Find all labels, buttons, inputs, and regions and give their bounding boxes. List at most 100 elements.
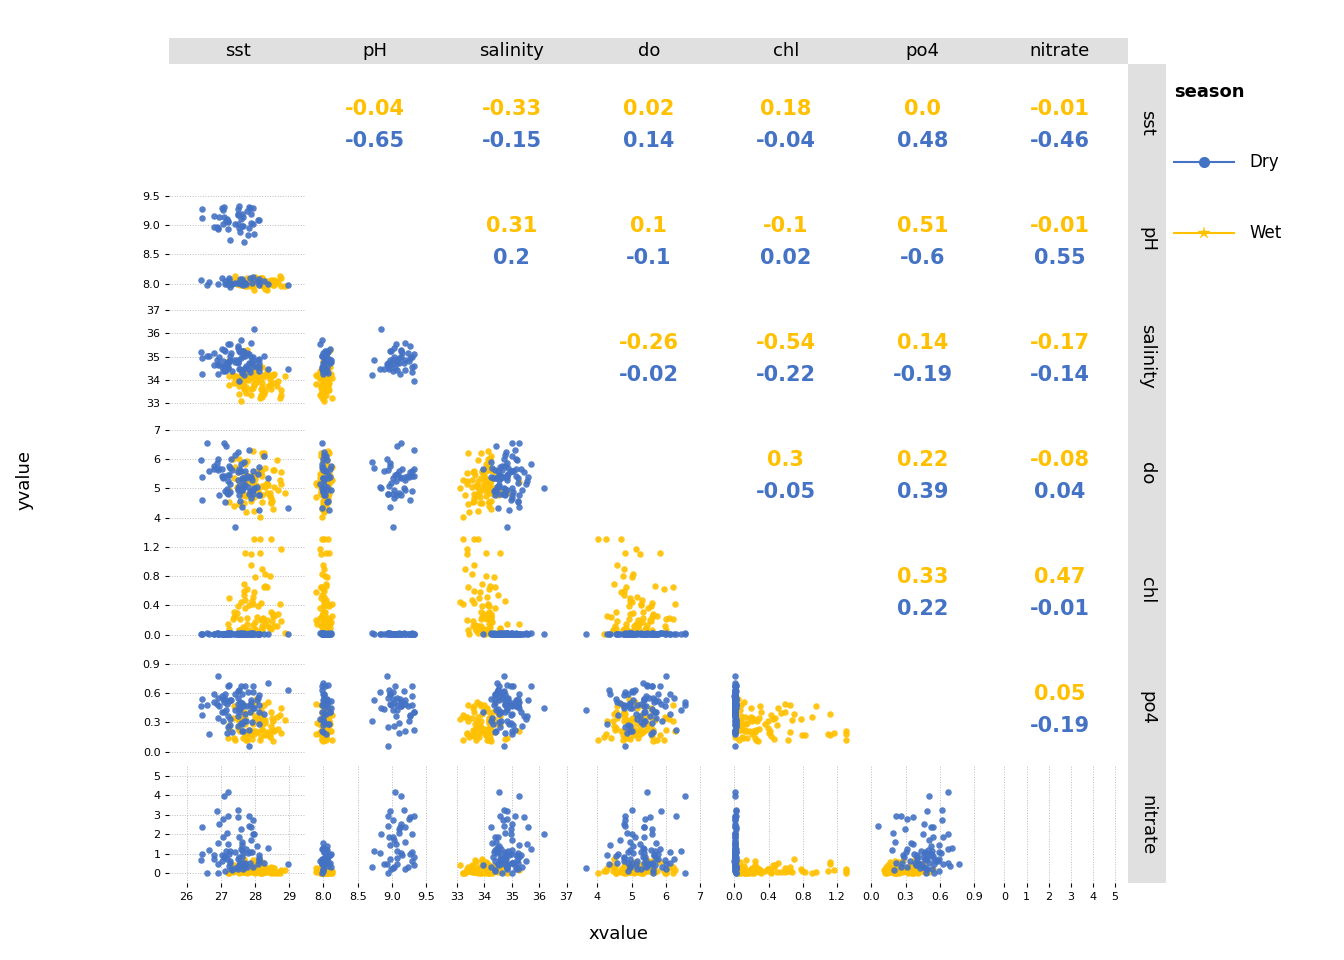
Point [313,865,335,880]
Point [480,713,501,729]
Point [454,561,476,576]
Point [220,626,242,641]
Point [629,864,650,879]
Point [624,721,645,736]
Point [734,858,755,874]
Point [599,837,621,852]
Point [218,720,239,735]
Point [480,626,501,641]
Point [227,690,249,706]
Point [312,462,333,477]
Point [511,626,532,641]
Point [481,709,503,725]
Point [310,502,332,517]
Point [911,864,933,879]
Point [466,487,488,502]
Point [231,834,253,850]
Point [724,713,746,729]
Point [263,375,285,391]
Point [313,493,335,509]
Point [724,852,746,868]
Point [219,692,241,708]
Point [645,709,667,725]
Point [216,725,238,740]
Point [219,843,241,858]
Point [243,480,265,495]
Point [906,864,927,879]
Point [496,700,517,715]
Point [777,864,798,879]
Point [626,861,648,876]
Point [500,464,521,479]
Point [388,822,410,837]
Point [905,857,926,873]
Point [724,844,746,859]
Text: 0.47: 0.47 [1034,566,1086,587]
Point [478,720,500,735]
Point [218,719,239,734]
Point [476,476,497,492]
Point [243,827,265,842]
Point [313,354,335,370]
Point [575,626,597,641]
Point [258,276,280,292]
Point [379,852,401,867]
Point [618,844,640,859]
Point [247,724,269,739]
Point [724,855,746,871]
Point [663,698,684,713]
Point [382,860,403,876]
Point [317,532,339,547]
Point [250,612,271,628]
Point [886,862,907,877]
Point [254,281,276,297]
Point [724,848,746,863]
Point [231,219,253,234]
Point [508,788,530,804]
Point [319,705,340,720]
Point [230,857,251,873]
Point [633,691,655,707]
Point [228,277,250,293]
Point [247,697,269,712]
Point [316,865,337,880]
Point [313,709,335,725]
Point [664,862,685,877]
Point [314,720,336,735]
Point [794,728,816,743]
Point [317,372,339,387]
Point [242,596,263,612]
Point [465,853,487,869]
Point [482,716,504,732]
Point [473,864,495,879]
Point [724,851,746,866]
Text: 0.55: 0.55 [1034,249,1086,269]
Point [218,482,239,497]
Point [227,809,249,825]
Point [520,626,542,641]
Point [728,702,750,717]
Point [257,863,278,878]
Point [310,860,332,876]
Point [310,361,332,376]
Point [383,695,405,710]
Point [243,700,265,715]
Point [642,626,664,641]
Text: nitrate: nitrate [1138,795,1156,854]
Point [227,444,249,460]
Point [224,276,246,291]
Point [493,626,515,641]
Point [641,724,663,739]
Point [933,856,954,872]
Point [892,850,914,865]
Point [380,626,402,641]
Point [207,626,228,641]
Point [899,865,921,880]
Point [835,732,856,747]
Point [465,488,487,503]
Point [243,700,265,715]
Point [730,713,751,729]
Point [314,451,336,467]
Point [394,861,415,876]
Point [634,626,656,641]
